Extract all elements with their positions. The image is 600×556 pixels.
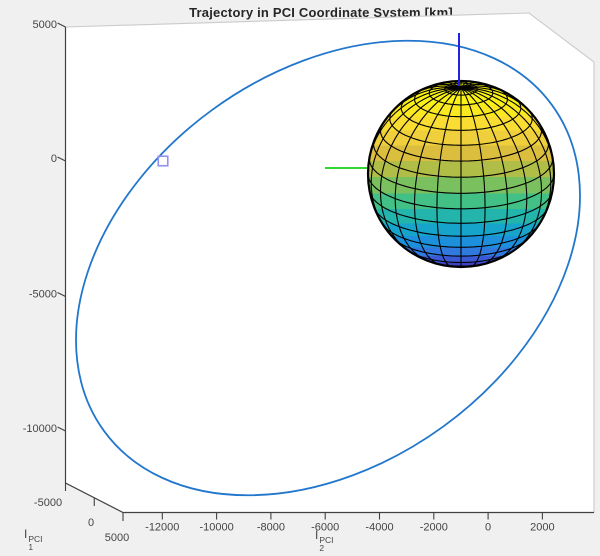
x2-tick-label: -2000 (420, 522, 448, 534)
z-tick-mark (57, 292, 66, 297)
box-back-edges (65, 12, 595, 513)
z-tick-mark (57, 156, 66, 162)
z-tick-label: -5000 (29, 289, 57, 301)
x2-tick-label: 2000 (530, 522, 554, 534)
x2-axis-label-sup: PCI (319, 535, 334, 545)
x2-tick-label: 0 (485, 522, 491, 534)
x2-tick-label: -8000 (257, 522, 285, 534)
x2-tick-label: -12000 (145, 522, 179, 534)
x2-axis-label-base: I (315, 528, 319, 542)
x1-axis-label-base: I (24, 527, 28, 541)
x2-tick-label: -4000 (365, 522, 393, 534)
z-tick-label: -10000 (23, 423, 57, 435)
z-tick-mark (57, 22, 66, 28)
plot-background (65, 13, 594, 513)
x1-tick-label: -5000 (34, 497, 62, 509)
z-tick-label: 0 (51, 153, 57, 165)
x1-tick-label: 5000 (105, 532, 129, 544)
x2-axis-label: I PCI 2 (315, 528, 334, 552)
x2-tick-label: -10000 (199, 522, 233, 534)
x1-axis-label-sub: 1 (28, 541, 34, 552)
spacecraft-position-marker (157, 155, 169, 167)
x2-axis-label-sub: 2 (319, 542, 325, 553)
x1-axis-label-sup: PCI (28, 534, 43, 544)
z-tick-label: 5000 (33, 19, 57, 31)
x1-axis-label: I PCI 1 (24, 527, 43, 551)
central-body-sphere (366, 79, 556, 269)
z-tick-mark (57, 426, 66, 432)
plot-title: Trajectory in PCI Coordinate System [km] (189, 5, 453, 20)
x2-tick-label: -6000 (311, 522, 339, 534)
axis-ruler-lines (64, 27, 594, 514)
x1-tick-label: 0 (88, 517, 94, 529)
sphere-outline (366, 79, 556, 269)
